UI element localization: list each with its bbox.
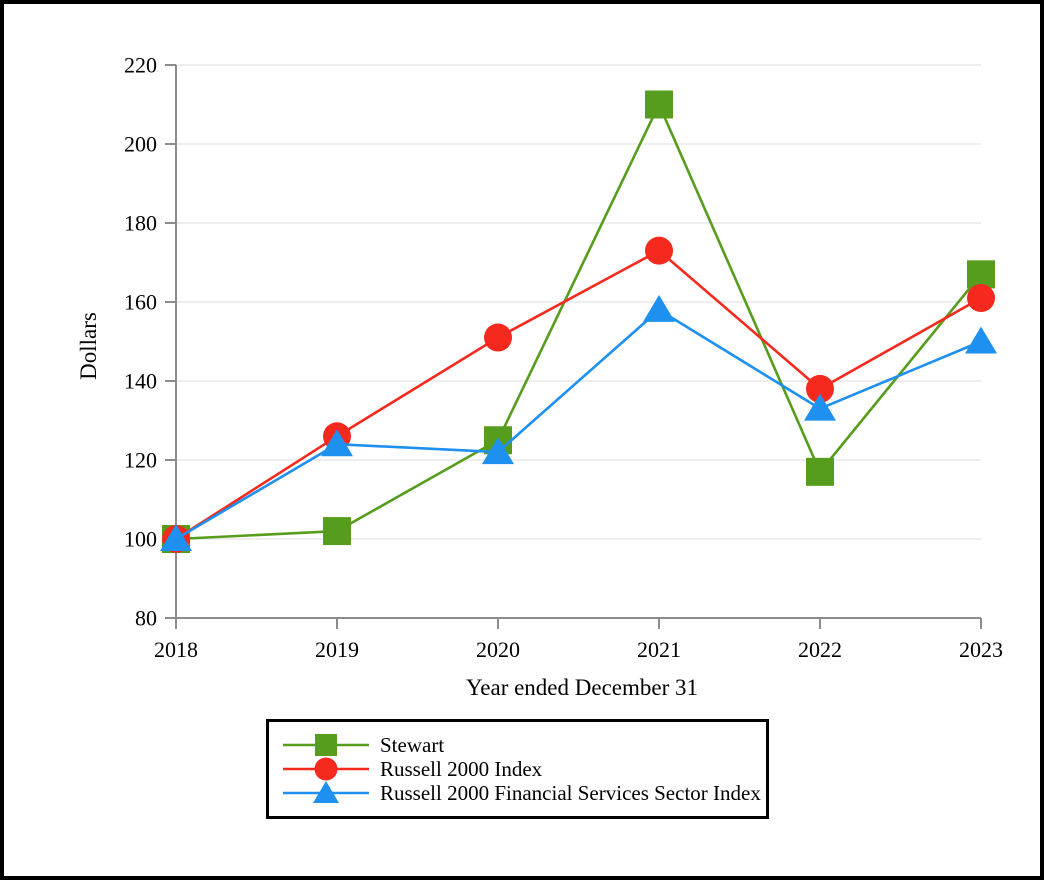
performance-line-chart: 80 100 120 140 160 180 200 220 2018 2019 2020 2021 2…	[124, 53, 1003, 663]
legend-label: Russell 2000 Index	[380, 757, 543, 781]
data-point-circle	[806, 374, 834, 403]
data-point-square	[806, 457, 834, 486]
legend-marker-square	[283, 734, 369, 756]
y-tick-label: 140	[124, 369, 157, 394]
y-tick-label: 100	[124, 527, 157, 552]
y-tick-label: 220	[124, 53, 157, 78]
x-tick-label: 2021	[637, 637, 681, 662]
y-axis-title: Dollars	[76, 312, 101, 380]
y-tick-label: 200	[124, 132, 157, 157]
y-tick-label: 180	[124, 211, 157, 236]
data-point-triangle	[965, 326, 997, 354]
legend-item: Stewart	[281, 733, 766, 757]
series-line-circle	[175, 249, 982, 541]
data-point-circle	[484, 323, 512, 352]
legend-rows: Stewart Russell 2000 Index Russell 2000 Fi…	[281, 733, 766, 805]
series-line-triangle	[175, 308, 982, 541]
x-tick-label: 2018	[154, 637, 198, 662]
legend-box: Stewart Russell 2000 Index Russell 2000 Fi…	[266, 719, 769, 819]
data-point-square	[323, 517, 351, 546]
legend-marker-circle	[283, 757, 369, 781]
legend-item: Russell 2000 Financial Services Sector I…	[281, 781, 766, 805]
x-tick-label: 2022	[798, 637, 842, 662]
x-tick-label: 2019	[315, 637, 359, 662]
legend-label: Russell 2000 Financial Services Sector I…	[380, 781, 761, 805]
data-point-circle	[645, 236, 673, 265]
data-point-triangle	[643, 294, 675, 322]
data-point-triangle	[482, 437, 514, 465]
y-tick-label: 160	[124, 290, 157, 315]
y-tick-label: 120	[124, 448, 157, 473]
data-point-triangle	[804, 393, 836, 421]
data-point-square	[967, 260, 995, 289]
legend-marker-triangle	[283, 781, 369, 803]
x-tick-label: 2020	[476, 637, 520, 662]
x-tick-label: 2023	[959, 637, 1003, 662]
legend-label: Stewart	[380, 733, 445, 757]
y-tick-label: 80	[135, 606, 157, 631]
legend-item: Russell 2000 Index	[281, 757, 766, 781]
data-point-triangle	[160, 524, 192, 551]
series-line-square	[175, 101, 983, 541]
data-point-circle	[967, 284, 995, 313]
data-point-square	[645, 90, 673, 119]
data-point-triangle	[321, 429, 353, 457]
x-axis-title: Year ended December 31	[465, 675, 699, 700]
